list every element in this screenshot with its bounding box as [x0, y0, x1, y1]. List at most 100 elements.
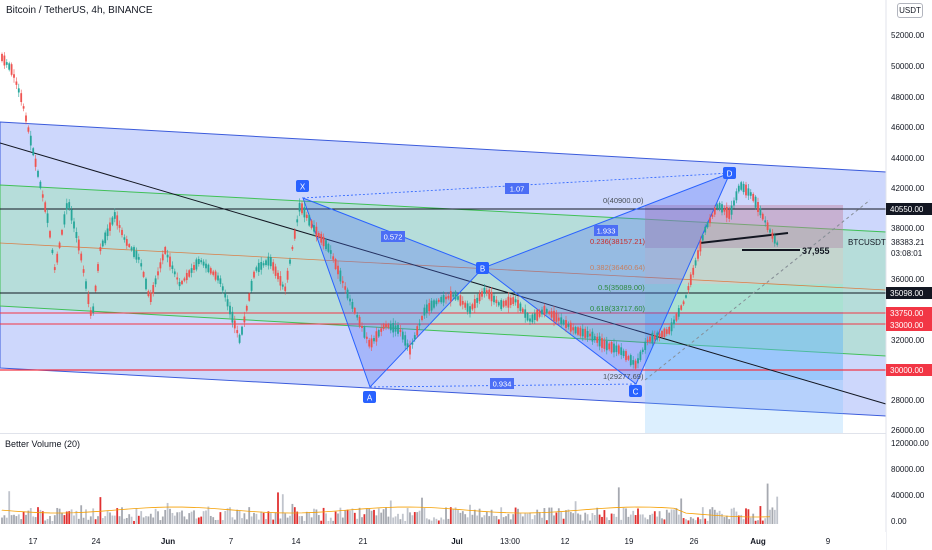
volume-bar	[293, 507, 296, 524]
volume-bar	[183, 516, 186, 524]
volume-bar	[13, 514, 15, 524]
candle	[82, 269, 85, 273]
volume-bar	[569, 512, 572, 524]
candle	[279, 276, 282, 286]
candle	[185, 272, 188, 281]
candle	[317, 233, 320, 238]
volume-bar	[97, 516, 99, 524]
candle	[579, 327, 582, 336]
volume-bar	[668, 512, 671, 524]
volume-bar	[562, 518, 565, 524]
candle	[154, 278, 157, 285]
candle	[238, 334, 241, 343]
currency-button[interactable]: USDT	[897, 3, 923, 18]
volume-bar	[665, 509, 668, 524]
volume-bar	[118, 516, 121, 524]
candle	[41, 194, 44, 198]
candle	[759, 208, 762, 216]
volume-bar	[164, 509, 167, 524]
candle	[116, 215, 119, 226]
candle	[250, 280, 253, 291]
volume-bar	[289, 515, 291, 524]
candle	[416, 326, 419, 336]
candle	[737, 185, 740, 192]
volume-bar	[661, 518, 663, 524]
candle	[133, 247, 135, 257]
volume-bar	[341, 517, 344, 524]
volume-bar	[716, 512, 719, 524]
volume-bar	[173, 515, 176, 524]
candle	[356, 314, 359, 318]
candle	[661, 330, 663, 338]
volume-bar	[284, 513, 287, 524]
volume-bar	[125, 517, 128, 524]
volume-bar	[325, 513, 327, 524]
candle	[301, 203, 303, 214]
volume-bar	[509, 519, 512, 524]
candle	[567, 324, 570, 327]
fib-retracement-box[interactable]	[645, 205, 843, 433]
candle	[315, 226, 318, 238]
pane-separator[interactable]	[0, 433, 886, 434]
candle	[313, 225, 315, 232]
volume-bar	[92, 508, 95, 524]
volume-bar	[281, 494, 284, 524]
candle	[104, 232, 107, 244]
candle	[572, 327, 575, 331]
candle	[761, 213, 764, 220]
candle	[512, 297, 515, 304]
candle	[608, 343, 611, 350]
candle	[260, 261, 263, 270]
candle	[622, 350, 625, 357]
volume-bar	[620, 519, 623, 524]
candle	[212, 271, 215, 275]
candle	[495, 299, 498, 304]
candle	[140, 263, 143, 267]
volume-bar	[224, 511, 227, 524]
volume-bar	[133, 520, 135, 524]
volume-bar	[581, 520, 584, 524]
candle	[130, 247, 133, 251]
volume-bar	[248, 507, 251, 524]
volume-bar	[8, 491, 11, 524]
candle	[29, 135, 32, 146]
candle	[471, 304, 474, 310]
countdown: 03:08:01	[891, 249, 923, 258]
volume-bar	[166, 502, 169, 524]
candle	[3, 55, 6, 66]
pattern-point-c: C	[633, 388, 639, 397]
volume-bar	[49, 516, 51, 524]
candle	[99, 247, 102, 252]
candle	[644, 341, 647, 351]
volume-bar	[586, 514, 589, 524]
volume-bar	[488, 516, 491, 524]
volume-bar	[629, 514, 632, 524]
candle	[469, 306, 471, 314]
volume-bar	[574, 501, 577, 524]
volume-bar	[274, 512, 277, 524]
candle	[406, 343, 409, 348]
candle	[147, 291, 150, 297]
candle	[142, 271, 145, 277]
volume-bar	[677, 514, 680, 524]
volume-bar	[533, 515, 536, 524]
volume-bar	[771, 507, 774, 524]
candle	[188, 270, 191, 277]
volume-bar	[389, 500, 392, 524]
candle	[776, 242, 779, 245]
candle	[80, 253, 83, 261]
volume-bar	[502, 517, 505, 524]
price-tick: 38000.00	[891, 224, 925, 233]
volume-bar	[257, 519, 260, 524]
candle	[445, 296, 447, 300]
volume-bar	[161, 516, 164, 524]
candle	[145, 278, 147, 290]
candle	[452, 294, 455, 297]
volume-bar	[754, 520, 757, 524]
volume-bar	[296, 511, 299, 524]
candle	[769, 229, 771, 233]
volume-indicator-title[interactable]: Better Volume (20)	[5, 439, 81, 449]
candle	[689, 274, 692, 285]
volume-bar	[320, 520, 323, 524]
